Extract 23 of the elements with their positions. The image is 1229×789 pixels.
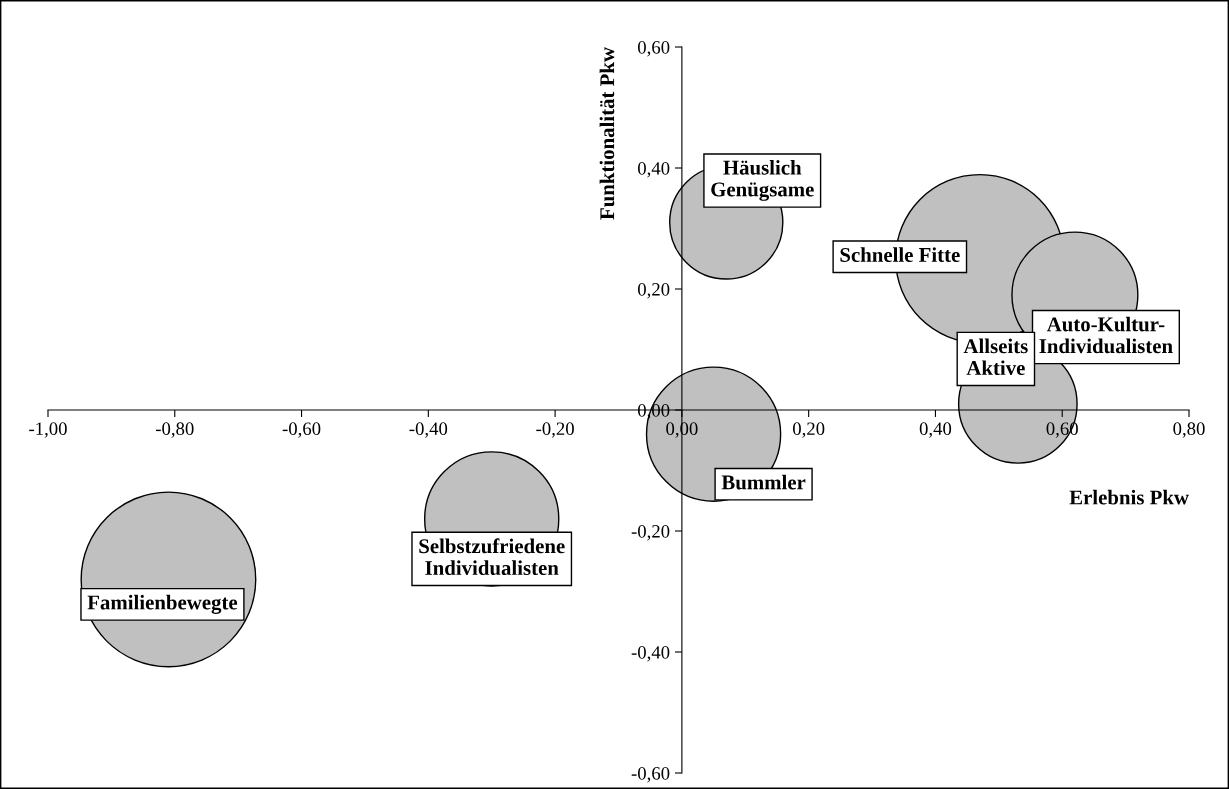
y-tick-label: -0,60 bbox=[631, 767, 670, 783]
annotation: Häuslich Genügsame bbox=[711, 160, 814, 201]
annotation: Auto-Kultur- Individualisten bbox=[1039, 316, 1173, 354]
annotation: Familienbewegte bbox=[87, 594, 238, 614]
annotation: Schnelle Fitte bbox=[840, 247, 960, 262]
annotation: Bummler bbox=[721, 474, 806, 490]
annotation: Allseits Aktive bbox=[963, 338, 1028, 376]
x-axis-title: Erlebnis Pkw bbox=[1069, 489, 1189, 505]
y-axis-title: Funktionalität Pkw bbox=[599, 47, 615, 220]
x-tick-label: -0,20 bbox=[536, 422, 574, 438]
y-tick-label: -0,20 bbox=[631, 525, 670, 541]
y-tick-label: 0,40 bbox=[637, 162, 670, 178]
x-tick-label: -0,60 bbox=[282, 422, 321, 438]
x-tick-label: 0,20 bbox=[792, 422, 825, 438]
y-tick-label: -0,40 bbox=[631, 646, 670, 662]
annotation: Selbstzufriedene Individualisten bbox=[419, 538, 565, 576]
y-tick-label: 0,20 bbox=[637, 283, 670, 299]
x-tick-label: 0,80 bbox=[1173, 422, 1205, 438]
x-tick-label: 0,40 bbox=[919, 422, 952, 438]
x-tick-label: -0,80 bbox=[155, 422, 194, 438]
x-tick-label: -0,40 bbox=[409, 422, 448, 438]
y-tick-label: 0,60 bbox=[637, 41, 670, 57]
x-tick-label: -1,00 bbox=[29, 422, 67, 438]
